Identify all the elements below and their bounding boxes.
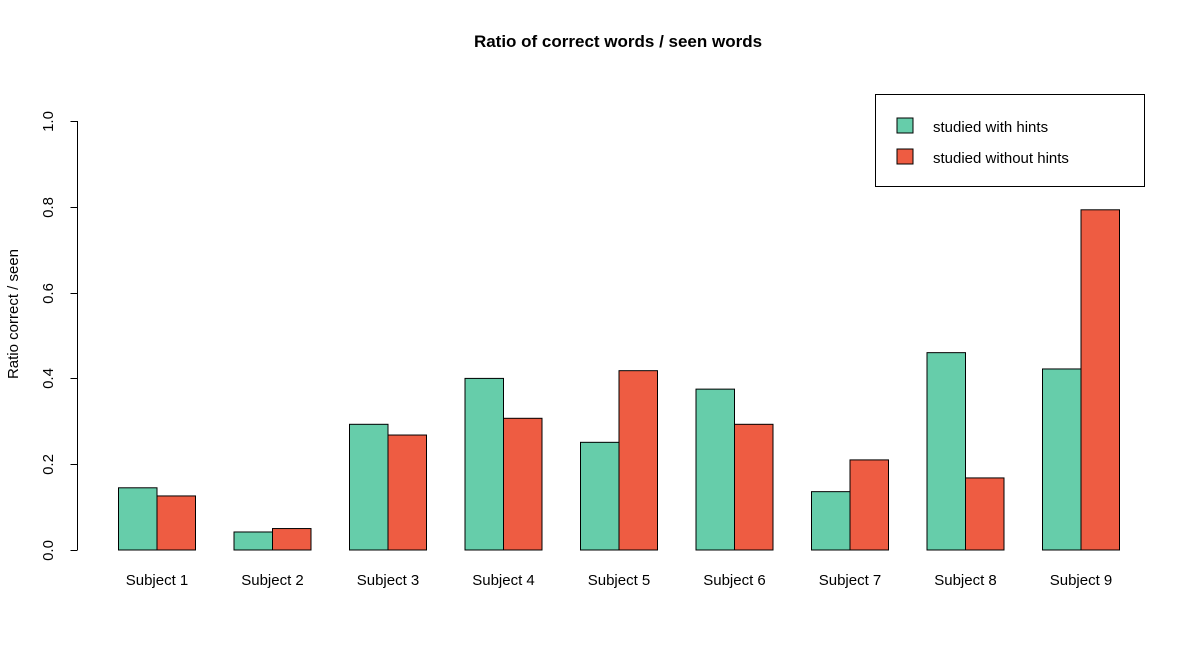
bars xyxy=(118,209,1120,551)
chart-title: Ratio of correct words / seen words xyxy=(474,32,762,51)
bar-with-hints xyxy=(695,388,735,551)
bar-with-hints xyxy=(1042,368,1082,551)
y-tick-label: 1.0 xyxy=(40,111,57,132)
bar-with-hints xyxy=(349,423,389,551)
bar-without-hints xyxy=(156,495,196,551)
x-tick-label: Subject 8 xyxy=(934,572,997,589)
bar-without-hints xyxy=(965,477,1005,551)
y-tick-label: 0.4 xyxy=(40,368,57,389)
legend-label-with-hints: studied with hints xyxy=(933,119,1048,136)
x-tick-label: Subject 2 xyxy=(241,572,304,589)
bar-with-hints xyxy=(580,441,620,551)
x-tick-label: Subject 7 xyxy=(819,572,882,589)
legend-swatch-with-hints xyxy=(896,117,914,134)
x-axis-labels: Subject 1 Subject 2 Subject 3 Subject 4 Subj… xyxy=(126,572,1113,589)
y-tick-label: 0.2 xyxy=(40,454,57,475)
y-axis: 0.0 0.2 0.4 0.6 0.8 1.0 xyxy=(40,111,78,561)
bar-without-hints xyxy=(1080,209,1120,551)
bar-without-hints xyxy=(387,434,427,551)
legend-box xyxy=(875,94,1145,187)
bar-without-hints xyxy=(272,528,312,551)
bar-without-hints xyxy=(849,459,889,551)
legend-swatch-without-hints xyxy=(896,148,914,165)
bar-without-hints xyxy=(618,370,658,551)
x-tick-label: Subject 9 xyxy=(1050,572,1113,589)
bar-with-hints xyxy=(233,531,273,551)
x-tick-label: Subject 5 xyxy=(588,572,651,589)
legend-label-without-hints: studied without hints xyxy=(933,150,1069,167)
x-tick-label: Subject 4 xyxy=(472,572,535,589)
y-axis-label: Ratio correct / seen xyxy=(5,249,22,379)
bar-with-hints xyxy=(926,352,966,551)
x-tick-label: Subject 3 xyxy=(357,572,420,589)
x-tick-label: Subject 6 xyxy=(703,572,766,589)
y-tick-label: 0.6 xyxy=(40,283,57,304)
bar-without-hints xyxy=(734,423,774,551)
bar-without-hints xyxy=(503,417,543,551)
x-tick-label: Subject 1 xyxy=(126,572,189,589)
y-tick-label: 0.0 xyxy=(40,540,57,561)
y-tick-label: 0.8 xyxy=(40,197,57,218)
legend: studied with hints studied without hints xyxy=(875,94,1145,187)
bar-with-hints xyxy=(118,487,158,551)
bar-with-hints xyxy=(811,491,851,551)
bar-with-hints xyxy=(464,377,504,551)
